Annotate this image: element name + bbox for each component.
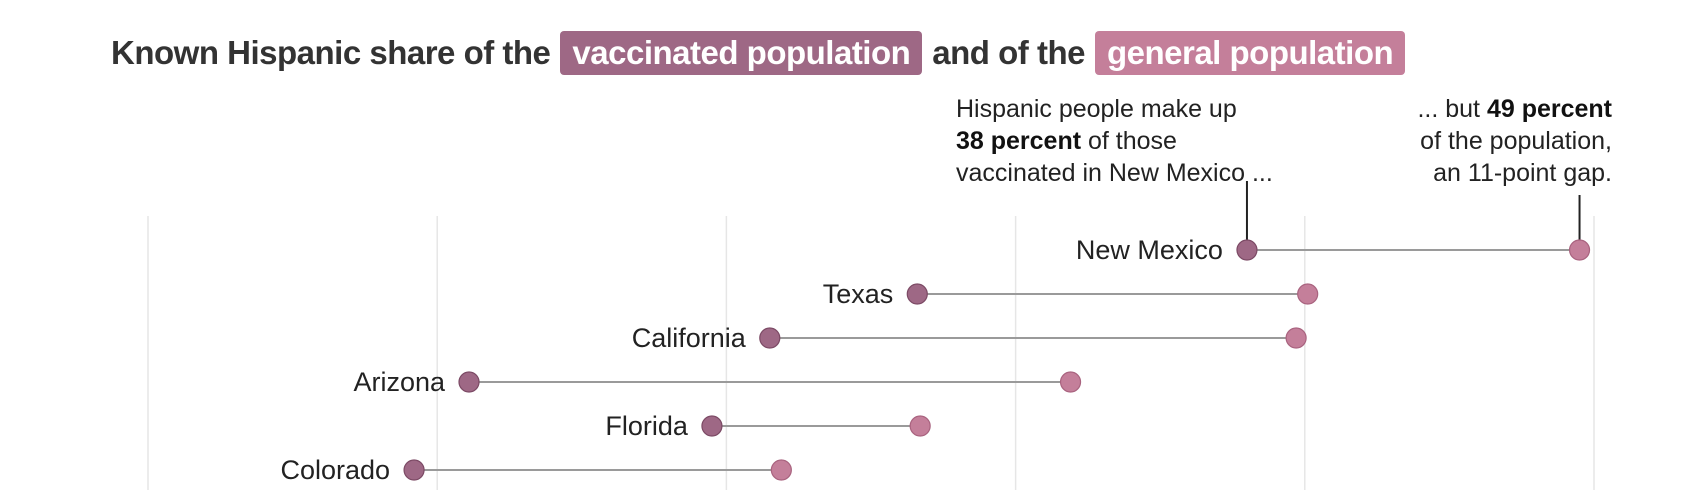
vaccinated-dot	[403, 459, 425, 481]
state-label: Texas	[823, 279, 894, 309]
chart-row: Florida	[605, 411, 931, 441]
annotation-left-line2-rest: of those	[1081, 127, 1177, 155]
chart-title: Known Hispanic share of the vaccinated p…	[107, 28, 1411, 78]
general-dot	[1297, 283, 1319, 305]
vaccinated-dot	[1236, 239, 1258, 261]
annotation-left-bold: 38 percent	[956, 127, 1082, 155]
annotation-left-line3: vaccinated in New Mexico ...	[956, 159, 1273, 187]
general-dot	[1568, 239, 1591, 261]
vaccinated-dot	[458, 371, 480, 393]
gridlines	[147, 216, 1595, 490]
vaccinated-dot	[906, 283, 928, 305]
vaccinated-dot	[701, 415, 723, 437]
state-label: Florida	[605, 411, 689, 441]
chart-row: Colorado	[280, 455, 792, 485]
chart-rows: New Mexico Texas California Arizona Florida C…	[280, 235, 1591, 485]
chart-row: New Mexico	[1076, 235, 1591, 265]
annotation-right-line3: an 11-point gap.	[1433, 159, 1612, 187]
annotation-vaccinated: Hispanic people make up 38 percent of th…	[956, 93, 1273, 189]
title-middle: and of the	[932, 34, 1085, 71]
general-dot	[909, 415, 931, 437]
state-label: Colorado	[280, 455, 390, 485]
annotation-right-bold: 49 percent	[1486, 95, 1612, 123]
legend-vaccinated-pill: vaccinated population	[560, 31, 923, 75]
chart-row: Arizona	[353, 367, 1082, 397]
annotation-left-line2: 38 percent of those	[956, 125, 1273, 157]
general-dot	[770, 459, 792, 481]
annotation-right-line1-pre: ... but	[1417, 95, 1487, 123]
vaccinated-dot	[759, 327, 781, 349]
annotation-right-line2: of the population,	[1420, 127, 1612, 155]
state-label: Arizona	[353, 367, 446, 397]
legend-general-pill: general population	[1094, 31, 1406, 75]
chart-row: Texas	[823, 279, 1319, 309]
title-prefix: Known Hispanic share of the	[111, 34, 551, 71]
annotation-left-line1: Hispanic people make up	[956, 95, 1237, 123]
annotation-leaders	[1245, 181, 1581, 240]
annotation-right-line1: ... but 49 percent	[1417, 93, 1612, 125]
state-label: California	[632, 323, 747, 353]
general-dot	[1285, 327, 1307, 349]
general-dot	[1059, 371, 1082, 393]
state-label: New Mexico	[1076, 235, 1223, 265]
chart-row: California	[632, 323, 1307, 353]
annotation-general: ... but 49 percent of the population, an…	[1417, 93, 1612, 189]
